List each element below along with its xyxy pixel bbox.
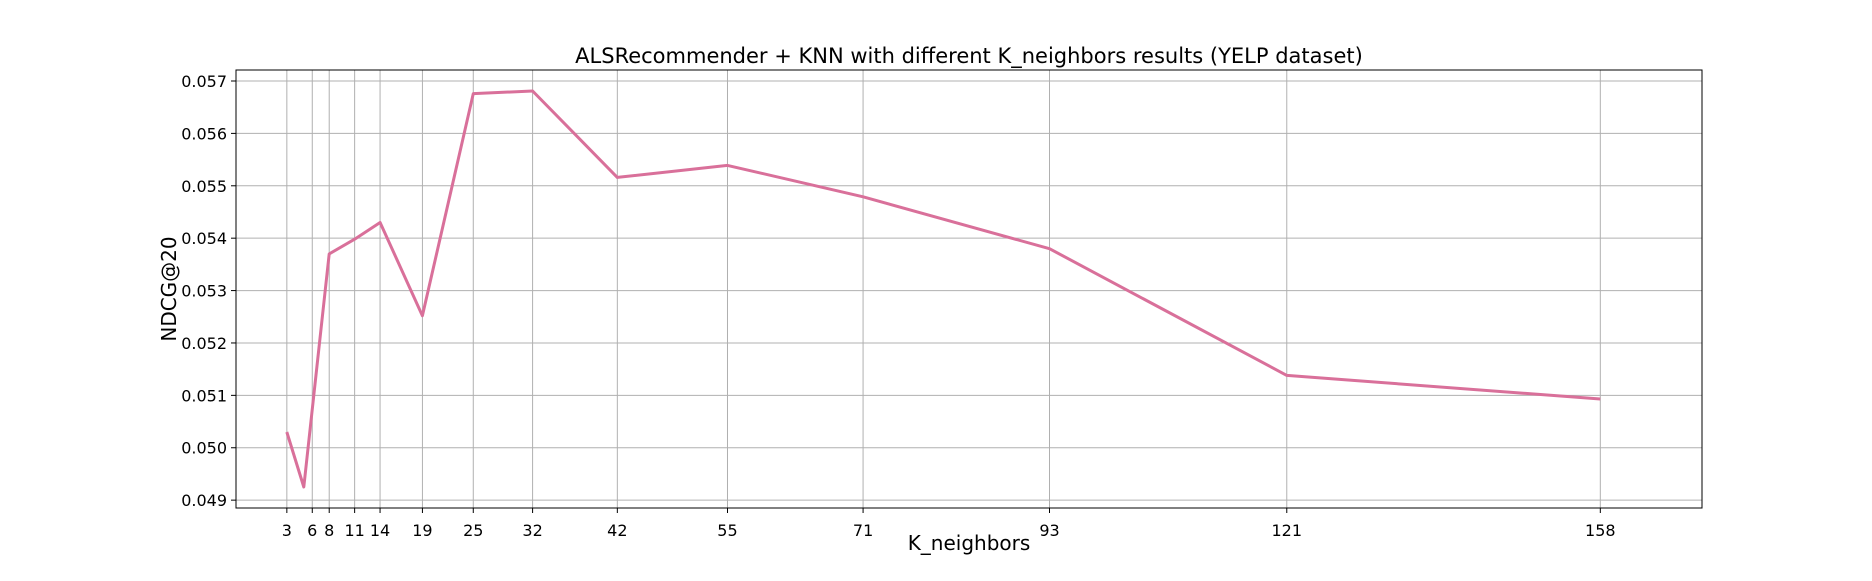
x-tick-label: 32 — [522, 521, 542, 540]
y-tick-label: 0.049 — [181, 491, 227, 510]
x-axis-title: K_neighbors — [908, 531, 1031, 555]
x-tick-label: 93 — [1039, 521, 1059, 540]
x-tick-label: 121 — [1272, 521, 1303, 540]
y-tick-label: 0.051 — [181, 386, 227, 405]
x-tick-label: 19 — [412, 521, 432, 540]
chart-title: ALSRecommender + KNN with different K_ne… — [575, 44, 1363, 69]
x-tick-label: 158 — [1585, 521, 1616, 540]
y-tick-label: 0.053 — [181, 282, 227, 301]
y-tick-label: 0.055 — [181, 177, 227, 196]
plot-frame — [235, 69, 1703, 509]
grid — [236, 70, 1702, 508]
y-tick-label: 0.052 — [181, 334, 227, 353]
x-axis-ticks: 3 6 8 11 14 19 25 32 42 55 71 93 121 158 — [282, 508, 1616, 540]
x-tick-label: 55 — [717, 521, 737, 540]
x-tick-label: 8 — [324, 521, 334, 540]
x-tick-label: 3 — [282, 521, 292, 540]
y-tick-label: 0.050 — [181, 439, 227, 458]
series-layer — [285, 89, 1601, 489]
x-tick-label: 42 — [607, 521, 627, 540]
y-tick-label: 0.056 — [181, 124, 227, 143]
y-tick-label: 0.054 — [181, 229, 227, 248]
y-axis-ticks: 0.049 0.050 0.051 0.052 0.053 0.054 0.055 0.056… — [181, 72, 236, 510]
x-tick-label: 25 — [463, 521, 483, 540]
x-tick-label: 71 — [853, 521, 873, 540]
x-tick-label: 6 — [307, 521, 317, 540]
x-tick-label: 11 — [344, 521, 364, 540]
y-tick-label: 0.057 — [181, 72, 227, 91]
x-tick-label: 14 — [370, 521, 390, 540]
series-line — [285, 89, 1601, 489]
y-axis-title: NDCG@20 — [157, 236, 181, 341]
